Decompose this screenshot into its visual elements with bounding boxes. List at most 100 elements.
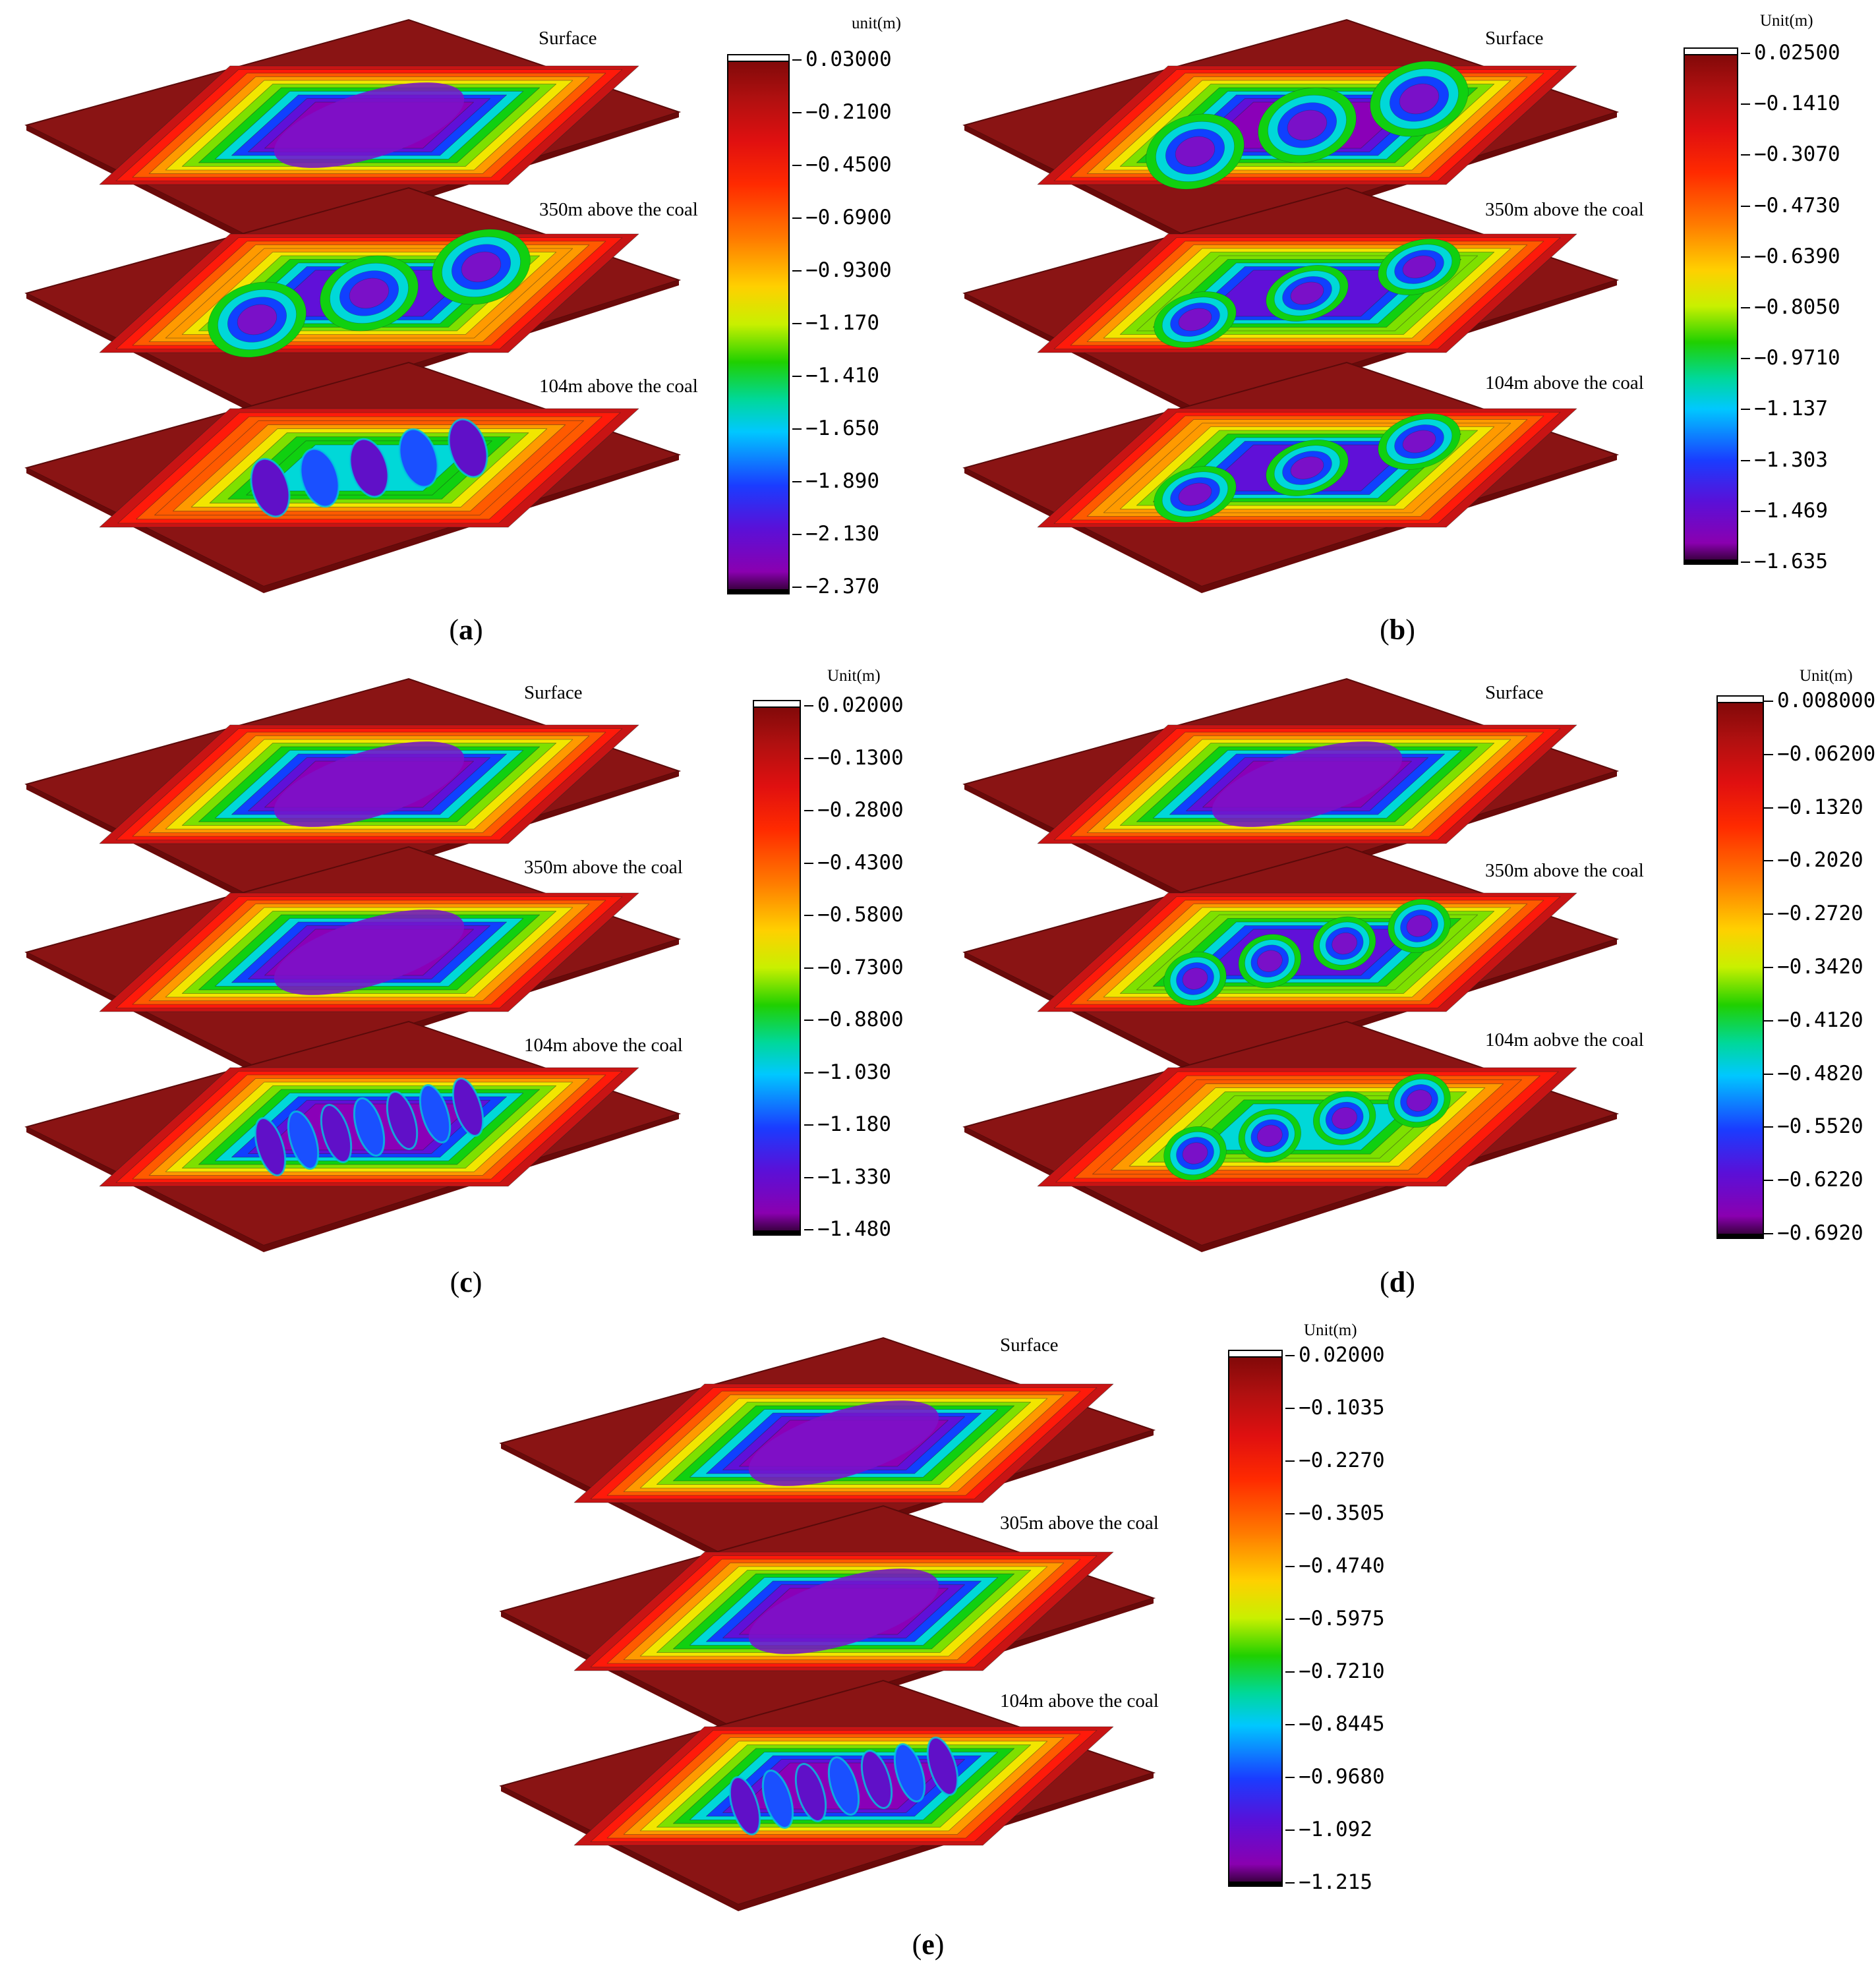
colorbar-tick-label: 0.02500	[1741, 41, 1840, 65]
layer-plate	[499, 1679, 1156, 1911]
layer-label-middle: 350m above the coal	[524, 857, 683, 878]
colorbar-tick-label: −1.170	[792, 311, 879, 335]
colorbar-unit: unit(m)	[852, 14, 901, 32]
layer-label-middle: 350m above the coal	[539, 199, 698, 220]
layer-plate	[24, 18, 682, 250]
layer-label-surface: Surface	[1000, 1335, 1059, 1356]
colorbar-tick-label: −0.8800	[804, 1008, 904, 1031]
colorbar-tick-label: −1.410	[792, 364, 879, 388]
colorbar-tick-label: −0.6920	[1764, 1221, 1863, 1245]
colorbar-tick-label: −0.4820	[1764, 1061, 1863, 1085]
colorbar-tick-label: −0.6390	[1741, 244, 1840, 268]
colorbar-tick-label: −0.5975	[1285, 1607, 1385, 1630]
colorbar-tick-label: 0.02000	[1285, 1343, 1385, 1367]
layer-plate	[962, 18, 1620, 250]
caption-e: (e)	[912, 1928, 945, 1961]
subsidence-plot-e	[499, 1337, 1156, 1911]
layer-label-middle: 350m above the coal	[1485, 860, 1644, 881]
layer-plate	[962, 1020, 1620, 1252]
colorbar-tick-label: −2.130	[792, 522, 879, 546]
colorbar-tick-label: −0.4500	[792, 153, 892, 177]
layer-plate	[499, 1505, 1156, 1737]
colorbar-tick-label: −0.5800	[804, 903, 904, 927]
subsidence-plot-a	[24, 18, 682, 593]
layer-plate	[24, 677, 682, 909]
colorbar-tick-label: −0.7300	[804, 955, 904, 979]
colorbar-tick-label: −0.8445	[1285, 1712, 1385, 1736]
colorbar-tick-label: −0.9680	[1285, 1765, 1385, 1789]
colorbar-tick-label: −0.4120	[1764, 1008, 1863, 1032]
layer-label-surface: Surface	[1485, 28, 1544, 49]
caption-c: (c)	[450, 1266, 483, 1298]
colorbar-tick-label: −1.215	[1285, 1870, 1372, 1894]
panel-c: Surface 350m above the coal 104m above t…	[0, 659, 938, 1318]
colorbar-tick-label: −0.2800	[804, 798, 904, 822]
layer-plate	[24, 846, 682, 1078]
colorbar-tick-label: −0.5520	[1764, 1114, 1863, 1139]
colorbar-tick-label: −2.370	[792, 575, 879, 598]
colorbar-tick-label: −1.480	[804, 1217, 891, 1241]
layer-label-middle: 350m above the coal	[1485, 199, 1644, 220]
colorbar-tick-label: −0.4730	[1741, 193, 1840, 217]
colorbar-tick-label: 0.008000	[1763, 689, 1876, 712]
colorbar-tick-label: −0.06200	[1763, 741, 1876, 766]
colorbar-tick-label: −1.137	[1741, 397, 1828, 421]
colorbar-tick-label: −1.635	[1741, 550, 1828, 573]
layer-label-middle: 305m above the coal	[1000, 1512, 1159, 1534]
layer-plate	[962, 187, 1620, 418]
colorbar-unit: Unit(m)	[1760, 12, 1813, 30]
colorbar-tick-label: −0.9710	[1741, 346, 1840, 370]
colorbar-tick-label: −0.4300	[804, 850, 904, 875]
colorbar-tick-label: −0.3070	[1741, 142, 1840, 167]
layer-plate	[962, 846, 1620, 1078]
layer-label-bottom: 104m above the coal	[1485, 372, 1644, 393]
layer-label-bottom: 104m above the coal	[524, 1035, 683, 1056]
colorbar-tick-label: −0.3505	[1285, 1501, 1385, 1525]
colorbar-tick-label: −0.3420	[1764, 955, 1863, 979]
colorbar-tick-label: −0.6220	[1764, 1168, 1863, 1192]
colorbar-tick-label: −0.1300	[804, 745, 904, 770]
caption-b: (b)	[1380, 614, 1415, 646]
colorbar-tick-label: −0.4740	[1285, 1554, 1385, 1578]
colorbar-tick-label: −1.890	[792, 469, 879, 493]
layer-plate	[499, 1337, 1156, 1569]
layer-label-surface: Surface	[524, 682, 583, 703]
caption-a: (a)	[449, 614, 483, 646]
colorbar-unit: Unit(m)	[827, 667, 881, 685]
colorbar-tick-label: −0.1035	[1285, 1396, 1385, 1420]
layer-label-bottom: 104m above the coal	[539, 376, 698, 397]
layer-plate	[962, 677, 1620, 909]
colorbar-unit: Unit(m)	[1800, 667, 1853, 685]
colorbar-tick-label: −0.6900	[792, 206, 892, 229]
layer-plate	[24, 187, 682, 418]
colorbar	[753, 700, 801, 1236]
colorbar-tick-label: −1.303	[1741, 447, 1828, 472]
layer-label-bottom: 104m aobve the coal	[1485, 1029, 1644, 1051]
colorbar-unit: Unit(m)	[1304, 1321, 1357, 1339]
colorbar-tick-label: −0.1410	[1741, 92, 1840, 116]
colorbar-tick-label: −1.330	[804, 1165, 891, 1189]
panel-e: Surface 305m above the coal 104m above t…	[475, 1318, 1450, 1987]
colorbar-tick-label: −0.2720	[1764, 902, 1863, 926]
layer-plate	[24, 361, 682, 593]
layer-label-surface: Surface	[1485, 682, 1544, 703]
panel-d: Surface 350m above the coal 104m aobve t…	[938, 659, 1876, 1318]
colorbar-tick-label: 0.02000	[804, 693, 904, 717]
subsidence-plot-d	[962, 677, 1620, 1252]
colorbar-tick-label: −0.2020	[1764, 848, 1863, 873]
colorbar-tick-label: −0.2270	[1285, 1449, 1385, 1472]
colorbar-tick-label: −0.9300	[792, 258, 892, 282]
colorbar	[1228, 1350, 1283, 1887]
colorbar	[727, 54, 790, 594]
colorbar-tick-label: −1.469	[1741, 498, 1828, 523]
caption-d: (d)	[1380, 1266, 1415, 1298]
colorbar-tick-label: −0.7210	[1285, 1659, 1385, 1683]
colorbar-tick-label: −1.092	[1285, 1818, 1372, 1841]
subsidence-plot-b	[962, 18, 1620, 593]
layer-label-surface: Surface	[539, 28, 597, 49]
layer-label-bottom: 104m above the coal	[1000, 1690, 1159, 1712]
panel-b: Surface 350m above the coal 104m above t…	[938, 0, 1876, 659]
colorbar	[1716, 695, 1764, 1239]
colorbar	[1684, 47, 1738, 565]
colorbar-tick-label: −0.2100	[792, 100, 892, 124]
